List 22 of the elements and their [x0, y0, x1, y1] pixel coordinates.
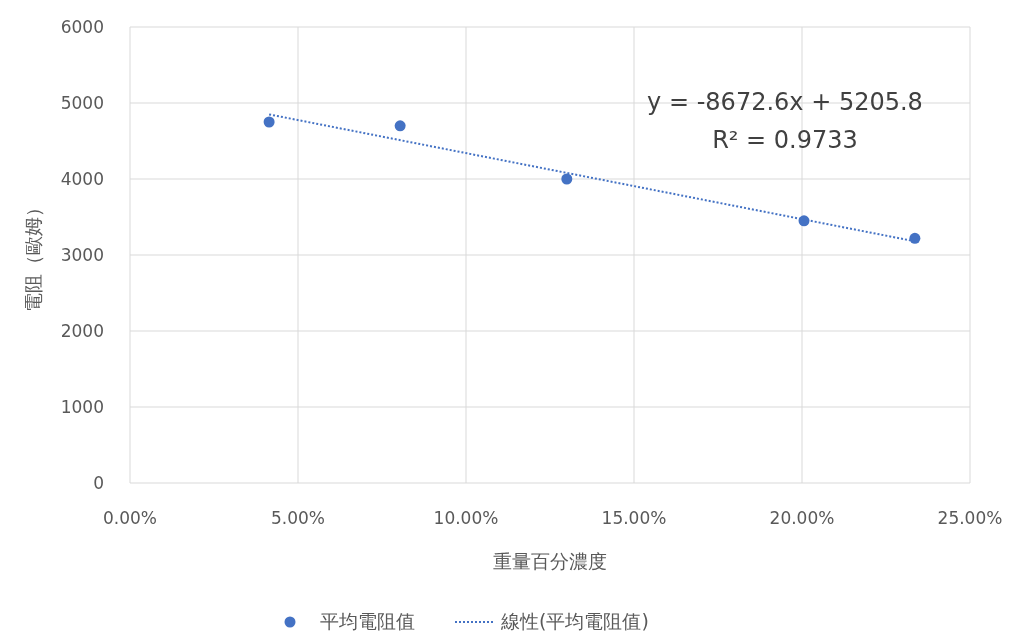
annotation: y = -8672.6x + 5205.8 — [647, 88, 923, 116]
x-tick-label: 5.00% — [270, 508, 326, 528]
point — [561, 173, 573, 185]
y-tick-label: 6000 — [60, 17, 104, 37]
y-tick-label: 0 — [93, 473, 104, 493]
y-tick-label: 2000 — [60, 321, 104, 341]
point — [263, 116, 275, 128]
point — [394, 120, 406, 132]
y-tick-label: 4000 — [60, 169, 104, 189]
x-tick-label: 0.00% — [102, 508, 158, 528]
y-axis-title: 電阻（歐姆） — [22, 198, 44, 312]
x-tick-label: 10.00% — [433, 508, 499, 528]
x-tick-label: 20.00% — [769, 508, 835, 528]
y-tick-label: 1000 — [60, 397, 104, 417]
x-axis-title: 重量百分濃度 — [493, 550, 607, 572]
legend-label: 平均電阻值 — [320, 610, 415, 632]
x-tick-label: 25.00% — [937, 508, 1003, 528]
legend-label: 線性(平均電阻值) — [500, 610, 649, 632]
annotation: R² = 0.9733 — [712, 126, 858, 154]
x-tick-label: 15.00% — [601, 508, 667, 528]
y-tick-label: 3000 — [60, 245, 104, 265]
y-tick-label: 5000 — [60, 93, 104, 113]
